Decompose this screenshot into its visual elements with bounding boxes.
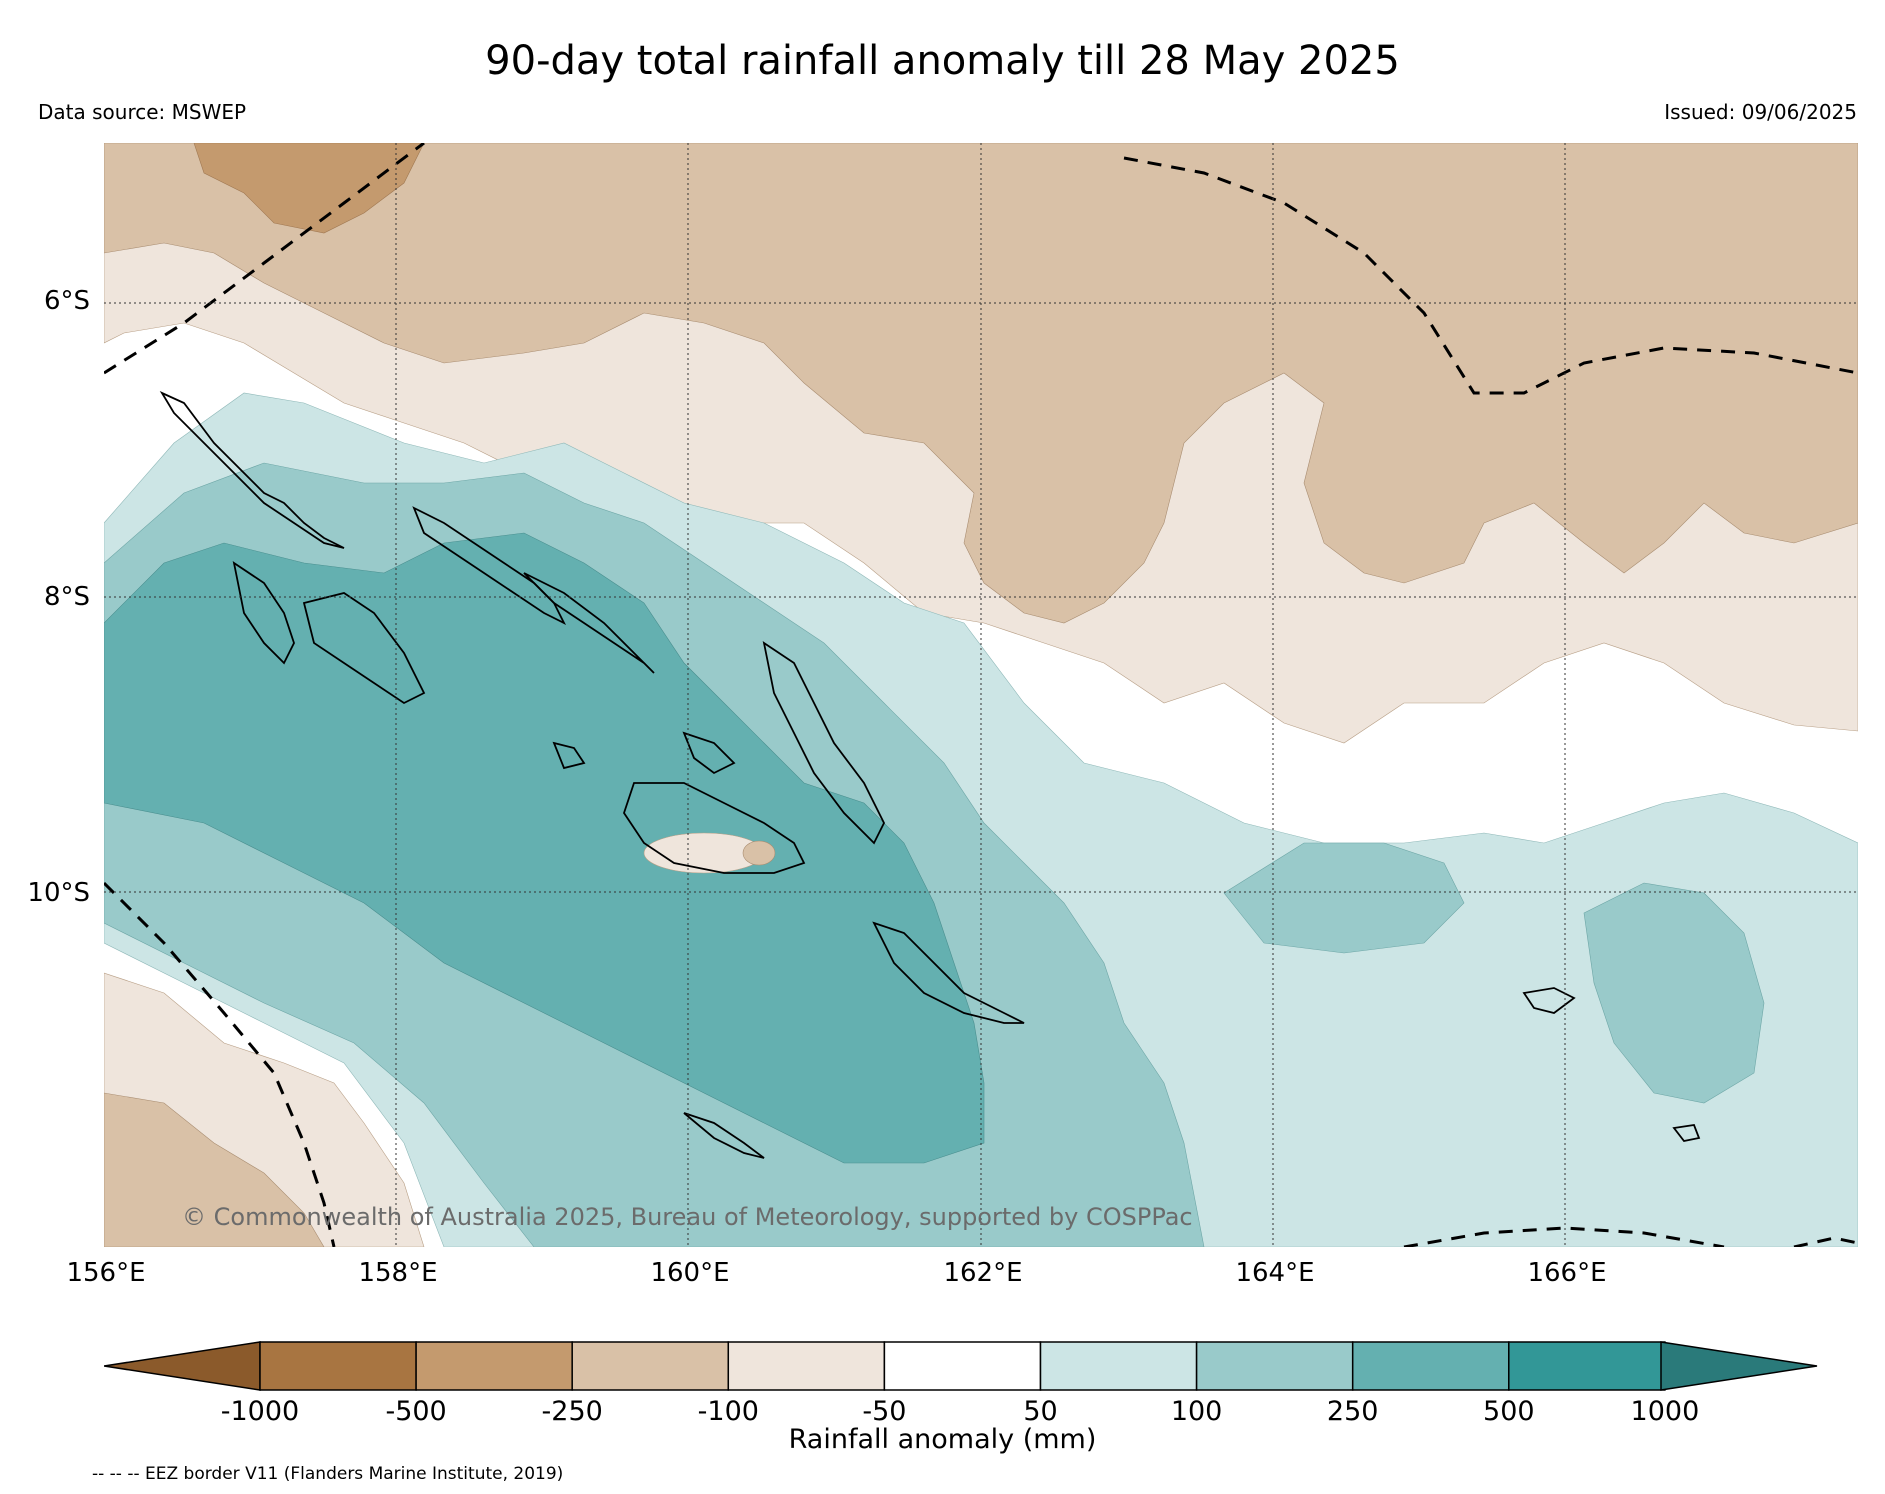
colorbar-tick-label: -100	[697, 1396, 759, 1427]
rainfall-anomaly-map: © Commonwealth of Australia 2025, Bureau…	[104, 143, 1858, 1247]
coastlines	[159, 390, 1701, 1159]
eez-border-northwest	[104, 143, 425, 375]
colorbar-extend-high	[1660, 1341, 1818, 1391]
coastline-malaita	[762, 641, 886, 845]
anomaly-region-wet-medium-central	[1223, 842, 1465, 954]
eez-border-northeast	[1123, 156, 1858, 395]
colorbar-cells	[259, 1341, 1666, 1391]
colorbar-cell	[727, 1341, 886, 1391]
data-source-label: Data source: MSWEP	[38, 100, 247, 124]
colorbar-cell	[1508, 1341, 1666, 1391]
lat-label-6s: 6°S	[43, 286, 90, 316]
coastline-isabel	[523, 572, 655, 674]
coastline-guadalcanal	[623, 782, 806, 874]
anomaly-region-dry-dark-northwest	[193, 143, 425, 234]
lon-label-162e: 162°E	[943, 1258, 1023, 1288]
eez-borders	[104, 143, 1858, 1247]
issued-date-label: Issued: 09/06/2025	[1664, 100, 1857, 124]
coastline-santa-cruz	[1522, 987, 1576, 1014]
eez-border-south	[1403, 1226, 1725, 1247]
colorbar-tick-label: -1000	[220, 1396, 300, 1427]
colorbar-cell	[571, 1341, 730, 1391]
colorbar-cell	[1195, 1341, 1354, 1391]
coastline-bougainville	[159, 390, 345, 549]
lon-label-158e: 158°E	[358, 1258, 438, 1288]
coastline-new-georgia	[232, 561, 295, 665]
copyright-notice: © Commonwealth of Australia 2025, Bureau…	[182, 1203, 1193, 1231]
colorbar-title: Rainfall anomaly (mm)	[788, 1424, 1097, 1455]
colorbar-tick-label: 500	[1483, 1396, 1535, 1427]
colorbar-cell	[415, 1341, 573, 1391]
lon-label-160e: 160°E	[650, 1258, 730, 1288]
colorbar-tick-label: -500	[385, 1396, 447, 1427]
eez-border-southeast	[1793, 1236, 1858, 1247]
eez-legend-note: -- -- -- EEZ border V11 (Flanders Marine…	[92, 1464, 564, 1484]
lat-label-10s: 10°S	[27, 878, 90, 908]
coastline-florida-islands	[682, 731, 736, 775]
anomaly-spot-dry-island-core	[742, 840, 776, 866]
graticule	[104, 143, 1858, 1247]
colorbar-extend-low	[104, 1341, 261, 1391]
anomaly-region-wet-medium-east	[1583, 882, 1765, 1104]
anomaly-region-wet-dark	[104, 532, 985, 1164]
colorbar-cell	[883, 1341, 1042, 1391]
lon-label-156e: 156°E	[66, 1258, 146, 1288]
chart-title: 90-day total rainfall anomaly till 28 Ma…	[485, 38, 1400, 84]
coastline-russell-islands	[552, 741, 586, 770]
anomaly-region-dry-medium-southwest	[104, 1092, 325, 1247]
eez-border-southwest	[104, 881, 336, 1247]
colorbar-tick-label: -250	[541, 1396, 603, 1427]
colorbar-cell	[1351, 1341, 1510, 1391]
colorbar-cell	[259, 1341, 417, 1391]
coastline-new-georgia-group	[302, 592, 426, 705]
colorbar-tick-label: 50	[1023, 1396, 1058, 1427]
coastline-choiseul	[412, 506, 567, 626]
coastline-makira	[872, 921, 1025, 1024]
colorbar-tick-label: 250	[1326, 1396, 1379, 1427]
coastline-vanikoro	[1672, 1124, 1701, 1142]
lat-label-8s: 8°S	[43, 582, 90, 612]
lon-label-164e: 164°E	[1235, 1258, 1315, 1288]
colorbar-tick-label: 100	[1170, 1396, 1223, 1427]
colorbar-tick-label: -50	[862, 1396, 907, 1427]
lon-label-166e: 166°E	[1527, 1258, 1607, 1288]
colorbar	[104, 1341, 1818, 1391]
coastline-rennell	[683, 1112, 765, 1159]
colorbar-cell	[1039, 1341, 1198, 1391]
colorbar-tick-label: 1000	[1630, 1396, 1700, 1427]
